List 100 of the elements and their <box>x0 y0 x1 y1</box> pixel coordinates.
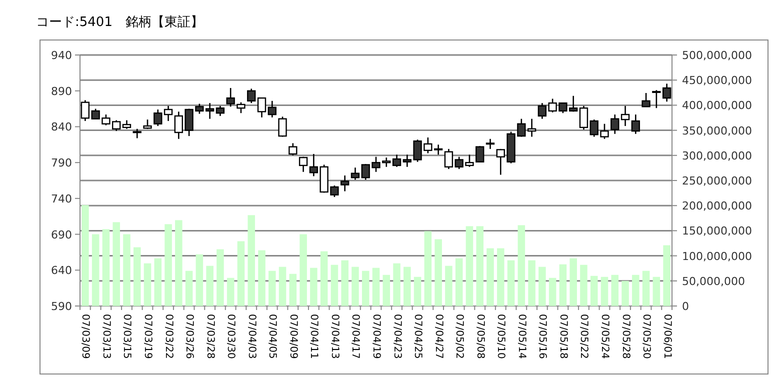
bar <box>226 278 234 306</box>
x-tick-label: 07/04/19 <box>370 314 382 359</box>
bar <box>112 222 120 306</box>
bar <box>185 270 193 306</box>
bar <box>652 276 660 306</box>
bar <box>570 258 577 306</box>
bar <box>133 247 141 306</box>
bar <box>538 266 546 306</box>
y2-tick-label: 0 <box>682 300 689 313</box>
x-tick-label: 07/03/28 <box>204 314 216 359</box>
y-tick-label: 690 <box>51 228 72 242</box>
x-tick-label: 07/04/27 <box>432 314 444 359</box>
x-tick-label: 07/04/25 <box>412 314 424 359</box>
x-tick-label: 07/03/15 <box>121 314 132 359</box>
x-tick-label: 07/05/16 <box>536 314 548 359</box>
y2-tick-label: 450,000,000 <box>682 74 752 88</box>
bar <box>642 270 650 306</box>
x-tick-label: 07/03/13 <box>100 314 112 359</box>
bar <box>258 250 266 306</box>
bar <box>559 264 567 306</box>
bar <box>123 234 130 306</box>
x-tick-label: 07/05/10 <box>495 314 506 359</box>
bar <box>82 205 89 306</box>
bar <box>611 274 619 306</box>
bar <box>404 266 411 306</box>
x-tick-label: 07/04/17 <box>350 314 361 359</box>
x-tick-label: 07/04/13 <box>328 314 340 359</box>
bar <box>622 280 629 306</box>
bar <box>476 226 484 306</box>
x-tick-label: 07/03/30 <box>225 314 236 359</box>
bar <box>92 234 100 306</box>
bar <box>518 225 526 306</box>
y-tick-label: 840 <box>51 120 72 134</box>
x-tick-label: 07/06/01 <box>661 314 672 359</box>
bar <box>528 260 536 306</box>
y-tick-label: 890 <box>51 84 72 98</box>
y-tick-label: 640 <box>51 264 72 278</box>
bar <box>164 224 172 306</box>
bar <box>362 270 370 306</box>
bar <box>310 268 318 306</box>
x-tick-label: 07/04/09 <box>287 314 298 359</box>
bar <box>434 239 442 306</box>
bar <box>268 270 276 306</box>
bar <box>237 241 245 306</box>
bar <box>248 215 256 306</box>
bar <box>486 248 494 306</box>
y-tick-label: 740 <box>51 192 72 206</box>
bar <box>496 248 504 306</box>
bar <box>507 260 515 306</box>
bar <box>372 268 380 306</box>
bar <box>663 245 670 306</box>
y-tick-label: 790 <box>51 156 72 170</box>
bar <box>144 263 152 306</box>
y-tick-label: 590 <box>51 300 72 313</box>
x-tick-label: 07/05/14 <box>516 314 527 359</box>
bar <box>466 226 474 306</box>
bar <box>352 266 359 306</box>
bar <box>175 220 182 306</box>
x-tick-label: 07/04/05 <box>266 314 278 359</box>
y-tick-label: 940 <box>51 49 72 62</box>
bar <box>300 234 307 306</box>
x-tick-label: 07/03/26 <box>184 314 195 359</box>
x-tick-label: 07/05/08 <box>474 314 486 359</box>
x-tick-label: 07/03/22 <box>162 314 174 359</box>
bar <box>580 264 588 306</box>
bar <box>196 254 204 306</box>
bar <box>320 251 328 306</box>
y2-tick-label: 200,000,000 <box>682 200 752 213</box>
x-tick-label: 07/03/09 <box>80 314 91 359</box>
bar <box>393 263 400 306</box>
bar <box>278 266 286 306</box>
y2-tick-label: 50,000,000 <box>682 274 745 288</box>
bar <box>330 264 338 306</box>
bar <box>445 266 452 306</box>
x-tick-label: 07/05/02 <box>454 314 465 359</box>
x-tick-label: 07/05/24 <box>598 314 610 359</box>
bar <box>414 276 422 306</box>
bar <box>206 266 214 306</box>
bar <box>632 274 640 306</box>
x-tick-label: 07/04/23 <box>391 314 402 359</box>
x-tick-label: 07/05/22 <box>578 314 590 359</box>
bar <box>216 249 224 306</box>
y2-tick-label: 150,000,000 <box>682 224 752 238</box>
bar <box>382 274 390 306</box>
y2-tick-label: 250,000,000 <box>682 174 752 188</box>
y2-tick-label: 350,000,000 <box>682 124 752 138</box>
y2-tick-label: 300,000,000 <box>682 149 752 162</box>
x-tick-label: 07/04/03 <box>246 314 257 359</box>
chart-title: コード:5401 銘柄【東証】 <box>36 15 204 30</box>
bar <box>424 231 432 306</box>
x-tick-label: 07/05/30 <box>640 314 652 359</box>
bar <box>102 229 110 306</box>
y2-tick-label: 500,000,000 <box>682 49 752 62</box>
x-tick-label: 07/04/11 <box>308 314 320 359</box>
bar <box>590 276 598 306</box>
y2-tick-label: 400,000,000 <box>682 99 752 112</box>
bar <box>154 258 162 306</box>
x-tick-label: 07/03/19 <box>142 314 154 359</box>
bar <box>548 278 556 306</box>
x-tick-label: 07/05/18 <box>557 314 568 359</box>
